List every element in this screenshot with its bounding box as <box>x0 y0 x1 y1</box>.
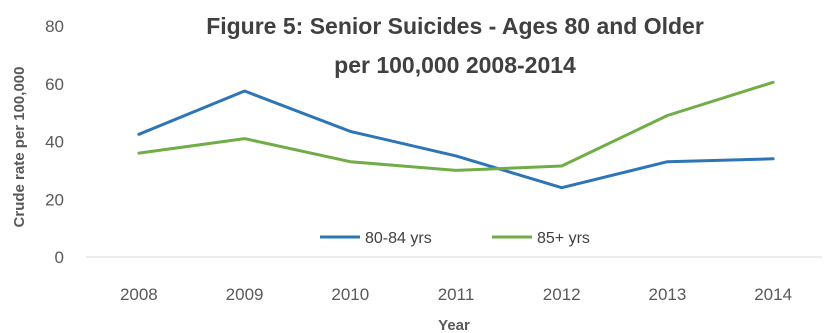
y-tick-label: 0 <box>55 248 64 267</box>
x-tick-label: 2012 <box>543 285 581 304</box>
chart-title-line-1: Figure 5: Senior Suicides - Ages 80 and … <box>206 13 704 39</box>
y-axis-title: Crude rate per 100,000 <box>11 67 28 228</box>
y-tick-label: 80 <box>45 17 64 36</box>
series-lines <box>137 80 775 190</box>
y-tick-label: 40 <box>45 133 64 152</box>
x-axis-ticks: 2008 2009 2010 2011 2012 2013 2014 <box>120 285 792 304</box>
x-tick-label: 2008 <box>120 285 158 304</box>
chart-title: Figure 5: Senior Suicides - Ages 80 and … <box>206 13 704 78</box>
chart-title-line-2: per 100,000 2008-2014 <box>334 52 576 78</box>
x-tick-label: 2009 <box>226 285 264 304</box>
legend-label-1: 80-84 yrs <box>365 230 432 247</box>
x-tick-label: 2011 <box>438 285 475 304</box>
series-line-1 <box>137 89 775 190</box>
x-tick-label: 2014 <box>754 285 792 304</box>
legend-label-2: 85+ yrs <box>537 230 590 247</box>
series-line-2 <box>137 80 775 172</box>
x-axis-title: Year <box>438 317 470 333</box>
y-tick-label: 20 <box>45 190 64 209</box>
legend: 80-84 yrs 85+ yrs <box>320 230 590 247</box>
y-tick-label: 60 <box>45 75 64 94</box>
x-tick-label: 2013 <box>649 285 687 304</box>
x-tick-label: 2010 <box>331 285 369 304</box>
y-axis-ticks: 0 20 40 60 80 <box>45 17 64 267</box>
